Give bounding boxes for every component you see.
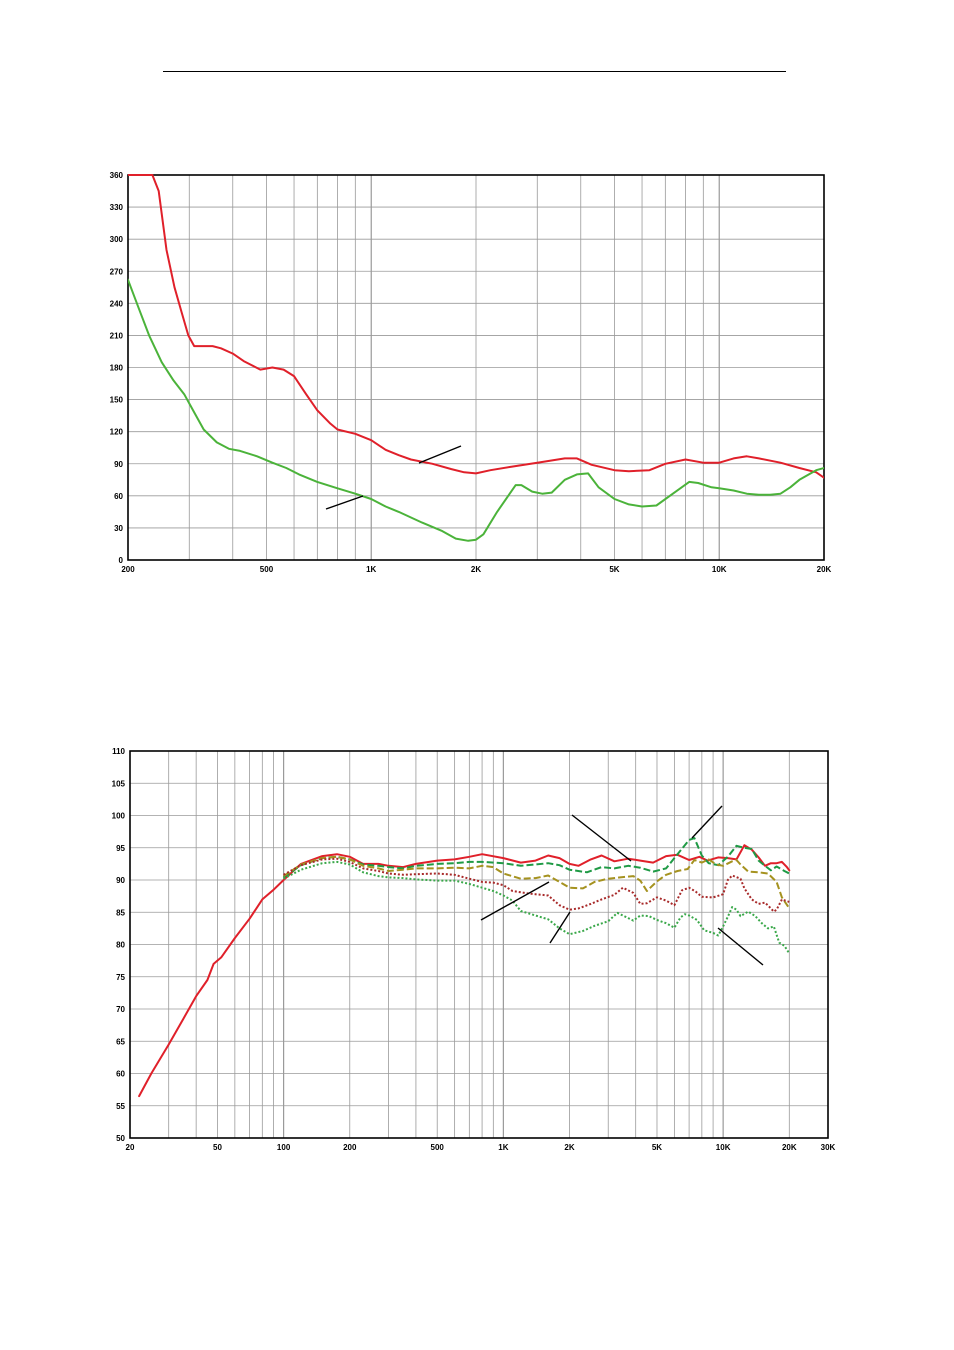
y-tick-label: 300: [110, 235, 124, 244]
y-tick-label: 240: [110, 299, 124, 308]
x-tick-label: 2K: [564, 1143, 574, 1152]
x-tick-label: 2K: [471, 565, 481, 574]
y-tick-label: 90: [114, 460, 123, 469]
chart2-grid: [129, 750, 829, 1139]
x-tick-label: 5K: [652, 1143, 662, 1152]
y-tick-label: 60: [116, 1070, 125, 1079]
y-tick-label: 30: [114, 524, 123, 533]
y-tick-label: 270: [110, 267, 124, 276]
y-tick-label: 120: [110, 428, 124, 437]
x-tick-label: 50: [213, 1143, 222, 1152]
series-line-3: [283, 855, 791, 909]
callout-line: [717, 927, 764, 966]
y-tick-label: 95: [116, 844, 125, 853]
x-tick-label: 20K: [817, 565, 832, 574]
y-tick-label: 65: [116, 1037, 125, 1046]
callout-line: [480, 881, 550, 921]
y-tick-label: 70: [116, 1005, 125, 1014]
series-line-2: [283, 837, 790, 879]
x-tick-label: 1K: [366, 565, 376, 574]
x-tick-label: 10K: [712, 565, 727, 574]
x-tick-label: 500: [431, 1143, 445, 1152]
y-tick-label: 330: [110, 203, 124, 212]
series-line-1: [128, 174, 824, 479]
x-tick-label: 20K: [782, 1143, 797, 1152]
x-tick-label: 200: [121, 565, 135, 574]
y-tick-label: 80: [116, 941, 125, 950]
y-tick-label: 85: [116, 908, 125, 917]
series-line-4: [283, 857, 790, 913]
chart1-tick-labels: 0 30 60 90 120 150 180 210 240 270 300 330 360 200 500…: [110, 171, 832, 574]
y-tick-label: 0: [119, 556, 124, 565]
series-line-1: [138, 844, 791, 1098]
y-tick-label: 90: [116, 876, 125, 885]
plot-frame: [129, 750, 829, 1139]
x-tick-label: 30K: [821, 1143, 836, 1152]
chart2-callouts: [480, 805, 764, 966]
callout-line: [325, 495, 364, 510]
y-tick-label: 105: [112, 779, 126, 788]
callout-line: [418, 445, 462, 464]
chart1-callouts: [325, 445, 462, 510]
y-tick-label: 100: [112, 812, 126, 821]
y-tick-label: 210: [110, 331, 124, 340]
callout-line: [549, 911, 571, 944]
y-tick-label: 55: [116, 1102, 125, 1111]
y-tick-label: 150: [110, 396, 124, 405]
chart1-series: [128, 174, 824, 542]
plot-frame: [127, 174, 825, 561]
x-tick-label: 10K: [716, 1143, 731, 1152]
x-tick-label: 20: [126, 1143, 135, 1152]
y-tick-label: 75: [116, 973, 125, 982]
y-tick-label: 180: [110, 364, 124, 373]
callout-line: [691, 805, 723, 839]
x-tick-label: 200: [343, 1143, 357, 1152]
header-rule: [163, 71, 786, 72]
y-tick-label: 60: [114, 492, 123, 501]
x-tick-label: 100: [277, 1143, 291, 1152]
series-line-5: [283, 860, 791, 955]
y-tick-label: 360: [110, 171, 124, 180]
series-line-2: [128, 278, 824, 542]
x-tick-label: 500: [260, 565, 274, 574]
y-tick-label: 50: [116, 1134, 125, 1143]
chart2-series: [138, 837, 791, 1098]
x-tick-label: 1K: [498, 1143, 508, 1152]
callout-line: [571, 814, 632, 862]
x-tick-label: 5K: [609, 565, 619, 574]
y-tick-label: 110: [112, 747, 125, 756]
chart1-grid: [127, 174, 825, 561]
